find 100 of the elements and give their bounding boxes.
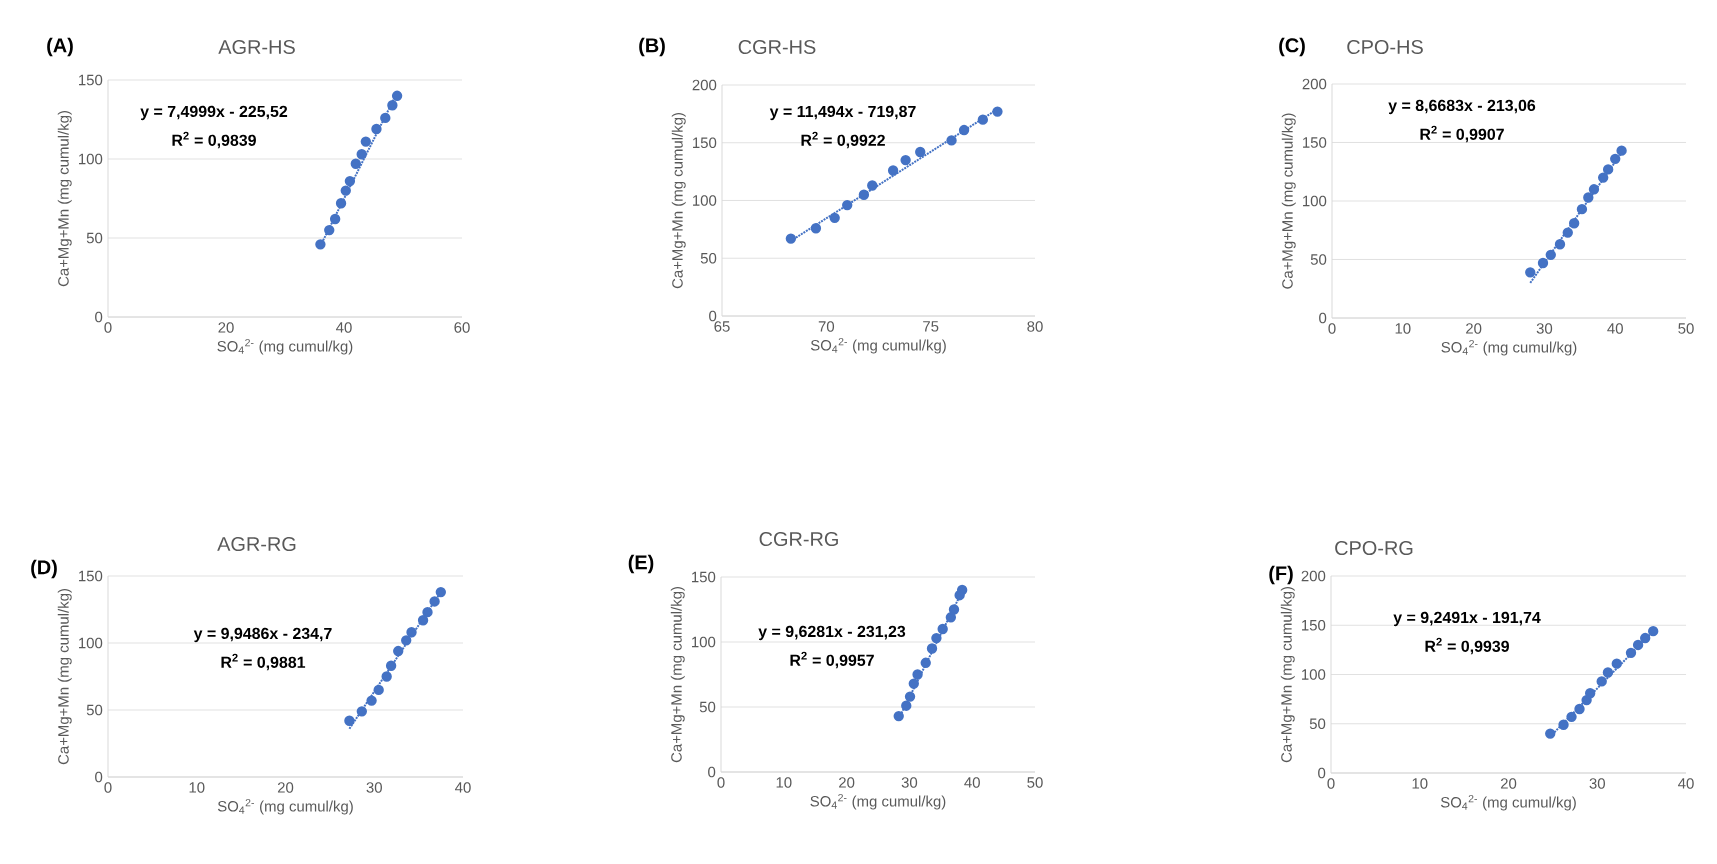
y-tick-label: 150 [1302, 619, 1326, 631]
y-tick-label: 0 [708, 766, 716, 778]
x-tick-label: 10 [1412, 778, 1428, 789]
x-tick-label: 30 [901, 777, 918, 788]
x-axis-title: SO$_{4}$$^{2-}$ (mg cumul/kg) [1440, 794, 1576, 811]
point [373, 684, 384, 696]
x-tick-label: 10 [776, 777, 792, 788]
point [360, 136, 372, 147]
point [387, 100, 398, 111]
point [417, 615, 429, 626]
point [1554, 239, 1566, 250]
x-tick-label: 30 [1589, 778, 1605, 789]
y-tick-label: 0 [709, 310, 717, 322]
point [1640, 632, 1651, 644]
x-axis-title: SO$_{4}$$^{2-}$ (mg cumul/kg) [810, 337, 946, 354]
y-tick-label: 200 [692, 79, 717, 91]
chart-title: CPO-RG [1335, 540, 1413, 556]
y-tick-label: 50 [700, 252, 717, 264]
point [1602, 164, 1614, 175]
point [945, 612, 957, 623]
y-axis-title: Ca+Mg+Mn (mg cumul/kg) [670, 587, 685, 763]
point [904, 691, 916, 702]
point [340, 185, 351, 196]
point [958, 124, 970, 136]
x-axis-title: SO$_{4}$$^{2-}$ (mg cumul/kg) [810, 793, 946, 810]
annotation: y = 9,2491x - 191,74 [1393, 611, 1541, 627]
x-tick-label: 50 [1027, 777, 1043, 788]
annotation: y = 8,6683x - 213,06 [1388, 99, 1536, 115]
point [887, 165, 899, 176]
point [908, 678, 919, 689]
point [1562, 227, 1573, 238]
x-axis-title: SO$_{4}$$^{2-}$ (mg cumul/kg) [217, 338, 353, 355]
y-tick-label: 100 [1302, 669, 1326, 680]
chart-title: CPO-HS [1347, 39, 1423, 55]
point [344, 175, 356, 187]
x-tick-label: 75 [923, 321, 939, 332]
annotation: y = 11,494x - 719,87 [769, 105, 916, 121]
annotation: R$^{2}$ = 0,9957 [790, 651, 874, 669]
point [435, 586, 446, 598]
point [406, 627, 417, 638]
y-tick-label: 150 [1303, 137, 1327, 148]
y-tick-label: 100 [692, 636, 716, 648]
annotation: y = 9,9486x - 234,7 [193, 627, 332, 643]
point [1616, 145, 1627, 156]
point [1648, 625, 1659, 637]
chart-title: CGR-RG [759, 531, 838, 547]
point [350, 158, 361, 169]
point [900, 154, 911, 166]
y-tick-label: 150 [692, 571, 716, 583]
x-tick-label: 80 [1027, 321, 1043, 332]
text: (E) [628, 554, 654, 574]
point [1610, 153, 1621, 165]
text: (A) [47, 37, 73, 57]
point [385, 660, 397, 671]
point [1545, 249, 1556, 260]
x-tick-label: 0 [1327, 778, 1335, 789]
y-tick-label: 0 [1319, 312, 1327, 324]
y-tick-label: 0 [1318, 767, 1326, 779]
point [992, 106, 1003, 117]
y-tick-label: 100 [1303, 195, 1327, 207]
text: (F) [1269, 565, 1293, 585]
y-axis-title: Ca+Mg+Mn (mg cumul/kg) [57, 589, 72, 765]
y-axis-title: Ca+Mg+Mn (mg cumul/kg) [57, 111, 72, 287]
point [366, 695, 377, 706]
x-tick-label: 40 [964, 777, 980, 788]
chart-title: CGR-HS [738, 39, 816, 55]
point [356, 149, 367, 160]
point [393, 645, 404, 657]
point [1602, 667, 1614, 678]
chart-title: AGR-HS [218, 39, 295, 55]
x-tick-label: 20 [1466, 323, 1482, 334]
x-tick-label: 40 [455, 782, 471, 793]
point [1576, 204, 1588, 215]
x-tick-label: 40 [1607, 323, 1623, 334]
point [956, 584, 968, 596]
x-tick-label: 65 [714, 321, 730, 332]
point [429, 596, 440, 607]
point [1598, 172, 1609, 183]
x-tick-label: 20 [218, 322, 234, 333]
point [344, 715, 355, 726]
y-tick-label: 50 [699, 701, 716, 713]
y-tick-label: 100 [79, 637, 103, 649]
point [858, 189, 870, 200]
point [1611, 658, 1622, 669]
annotation: R$^{2}$ = 0,9939 [1425, 637, 1509, 655]
point [422, 607, 433, 618]
point [371, 123, 382, 135]
y-axis-title: Ca+Mg+Mn (mg cumul/kg) [1281, 113, 1296, 289]
point [1596, 676, 1607, 687]
y-tick-label: 50 [1309, 718, 1326, 730]
y-tick-label: 200 [1302, 78, 1327, 90]
point [946, 135, 957, 146]
chart-title: AGR-RG [217, 536, 296, 552]
y-tick-label: 150 [79, 570, 103, 582]
point [1568, 218, 1580, 229]
y-tick-label: 0 [95, 311, 103, 323]
point [867, 180, 878, 191]
text: (C) [1279, 37, 1305, 57]
point [912, 669, 923, 680]
x-tick-label: 0 [1328, 323, 1336, 334]
